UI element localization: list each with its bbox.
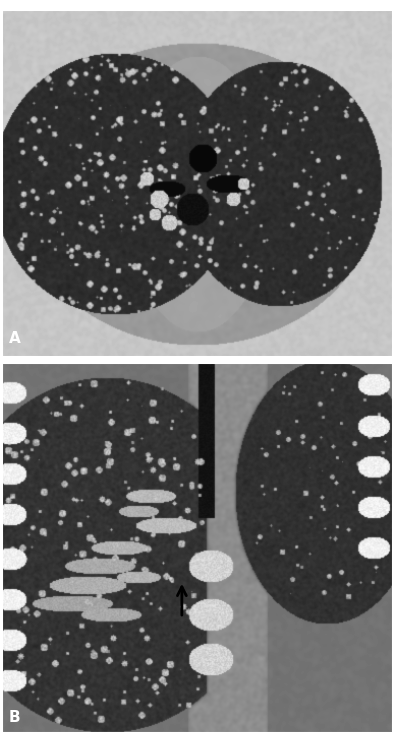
Text: A: A <box>9 332 21 346</box>
Text: B: B <box>9 710 21 725</box>
